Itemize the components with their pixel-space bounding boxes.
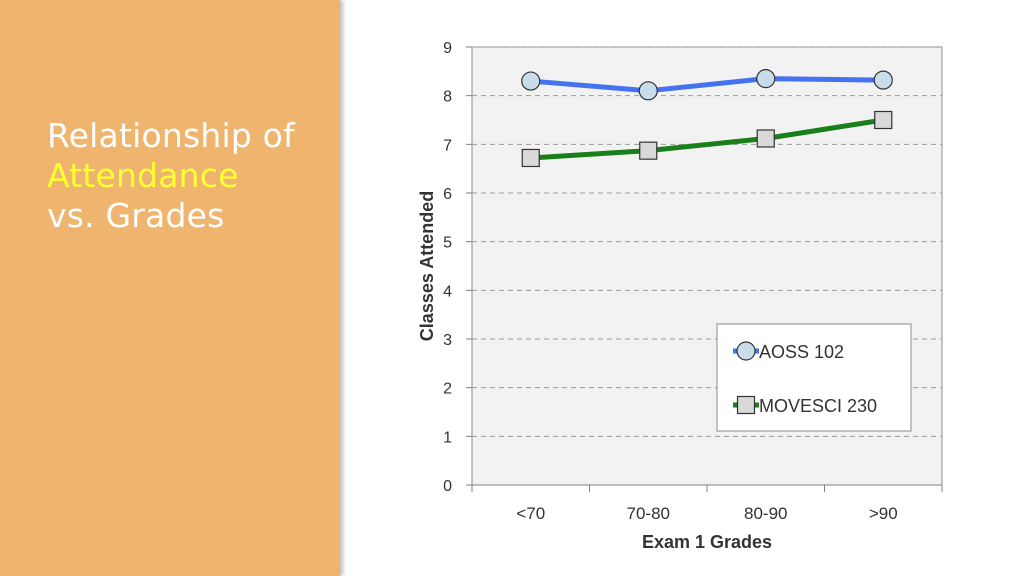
y-tick-label: 3 xyxy=(443,332,452,349)
series-line-aoss-102 xyxy=(530,76,884,94)
data-point-movesci-230 xyxy=(874,110,893,130)
series-line-movesci-230 xyxy=(530,117,884,161)
y-tick-label: 1 xyxy=(443,429,452,446)
y-axis-title: Classes Attended xyxy=(417,191,437,341)
data-point-aoss-102 xyxy=(873,70,893,90)
legend-label-aoss-102: AOSS 102 xyxy=(759,342,844,362)
slide-title-line-1: Relationship of xyxy=(47,116,295,155)
y-tick-label: 5 xyxy=(443,235,452,252)
data-point-movesci-230 xyxy=(756,129,775,148)
title-panel: Relationship of Attendance vs. Grades xyxy=(0,0,340,576)
x-tick-label: >90 xyxy=(869,504,898,523)
slide-title-line-2: Attendance xyxy=(47,156,239,195)
y-tick-label: 0 xyxy=(443,478,452,495)
data-point-movesci-230 xyxy=(521,148,540,168)
data-point-aoss-102 xyxy=(756,69,776,89)
y-tick-label: 9 xyxy=(443,40,452,57)
y-tick-label: 2 xyxy=(443,381,452,398)
slide-title: Relationship of Attendance vs. Grades xyxy=(47,116,295,236)
legend-swatch-marker-movesci-230 xyxy=(736,395,756,415)
data-point-aoss-102 xyxy=(638,81,658,101)
data-point-movesci-230 xyxy=(639,141,658,160)
y-tick-label: 7 xyxy=(443,137,452,154)
legend-label-movesci-230: MOVESCI 230 xyxy=(759,396,877,416)
y-tick-label: 8 xyxy=(443,89,452,106)
slide-title-line-3: vs. Grades xyxy=(47,196,225,235)
x-tick-label: 70-80 xyxy=(627,504,670,523)
data-point-aoss-102 xyxy=(521,71,541,91)
y-tick-label: 6 xyxy=(443,186,452,203)
x-tick-label: <70 xyxy=(516,504,545,523)
x-axis-title: Exam 1 Grades xyxy=(642,532,772,552)
x-tick-label: 80-90 xyxy=(744,504,787,523)
y-tick-label: 4 xyxy=(443,283,452,300)
legend-swatch-marker-aoss-102 xyxy=(736,341,756,361)
